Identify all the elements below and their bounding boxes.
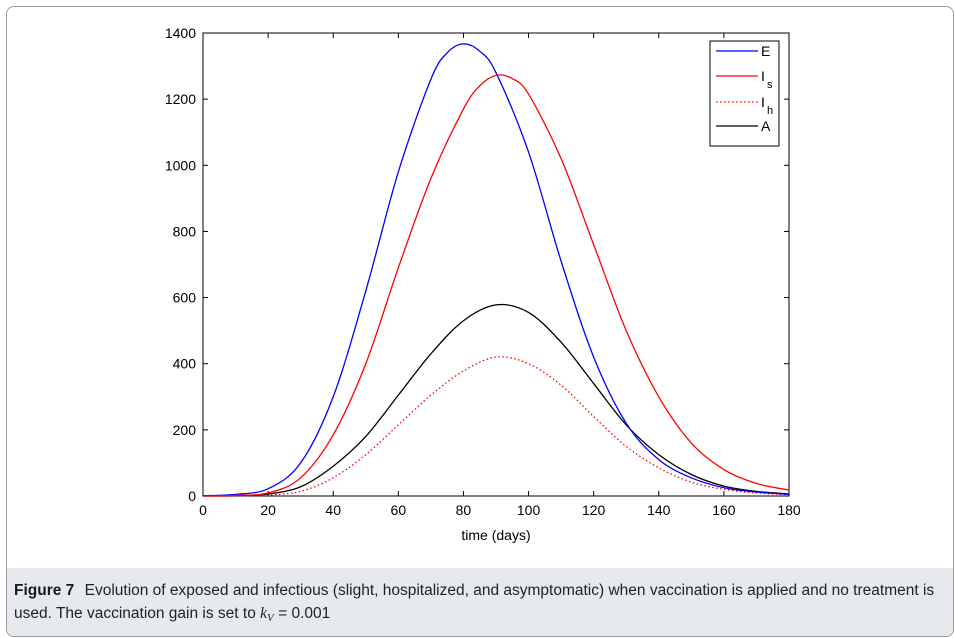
legend-label-subscript: h <box>767 105 773 117</box>
x-tick-label: 180 <box>777 502 801 518</box>
y-tick-label: 200 <box>173 422 197 438</box>
x-tick-label: 140 <box>647 502 671 518</box>
y-tick-label: 1200 <box>165 91 196 107</box>
x-tick-label: 160 <box>712 502 736 518</box>
legend-label: E <box>761 43 770 59</box>
legend-label: I <box>761 94 765 110</box>
gain-value: = 0.001 <box>278 605 331 622</box>
y-tick-label: 600 <box>173 290 197 306</box>
figure-caption: Figure 7 Evolution of exposed and infect… <box>14 579 944 630</box>
figure-label: Figure 7 <box>14 582 75 599</box>
plot-area-frame <box>202 32 790 497</box>
series-line-a <box>202 303 790 497</box>
y-tick-label: 0 <box>188 488 196 504</box>
gain-symbol: k <box>260 605 268 622</box>
axis-ticks: 0 20 40 60 80 100 120 140 160 180 0 200 400 600 800 100… <box>165 25 801 518</box>
series-line-e <box>202 43 790 497</box>
x-tick-label: 20 <box>260 502 276 518</box>
y-tick-label: 400 <box>173 356 197 372</box>
figure-frame <box>6 6 954 637</box>
x-tick-label: 40 <box>325 502 341 518</box>
y-tick-label: 1000 <box>165 157 196 173</box>
x-tick-label: 0 <box>199 502 207 518</box>
legend-box <box>709 40 780 147</box>
series-line-is <box>202 74 790 497</box>
y-tick-label: 1400 <box>165 25 196 41</box>
series-line-ih <box>202 356 790 497</box>
caption-text: Evolution of exposed and infectious (sli… <box>14 582 935 622</box>
series-layer <box>202 43 790 497</box>
caption-background <box>7 568 953 636</box>
x-axis-label: time (days) <box>461 527 530 543</box>
x-tick-label: 120 <box>582 502 606 518</box>
x-tick-label: 60 <box>391 502 407 518</box>
legend-label: A <box>761 118 771 134</box>
y-tick-label: 800 <box>173 223 197 239</box>
legend-label: I <box>761 68 765 84</box>
gain-subscript: V <box>267 612 274 624</box>
x-tick-label: 100 <box>517 502 541 518</box>
x-tick-label: 80 <box>456 502 472 518</box>
legend-label-subscript: s <box>767 79 773 91</box>
